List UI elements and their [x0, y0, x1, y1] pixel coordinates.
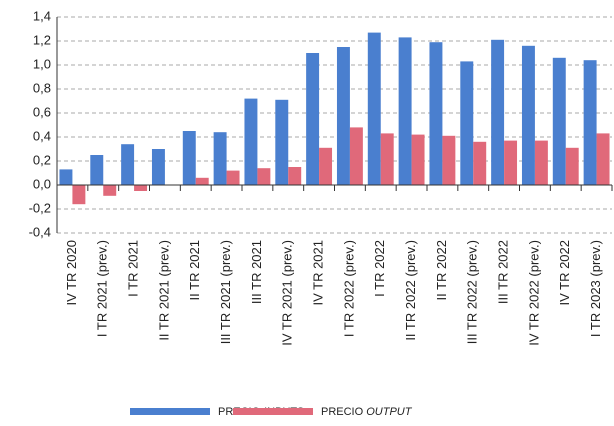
- bar: [442, 135, 456, 185]
- bar: [103, 185, 117, 196]
- bar: [534, 140, 548, 185]
- bar: [306, 53, 320, 185]
- bar: [521, 45, 535, 185]
- bar: [367, 32, 381, 185]
- x-tick-label: III TR 2021: [249, 240, 264, 304]
- bar: [319, 147, 333, 185]
- bar: [411, 134, 425, 185]
- bar: [565, 147, 579, 185]
- x-tick-label: IV TR 2020: [64, 240, 79, 306]
- x-tick-label: I TR 2023 (prev.): [588, 240, 603, 337]
- bar: [195, 177, 209, 185]
- x-tick-label: III TR 2022: [496, 240, 511, 304]
- x-tick-label: II TR 2021 (prev.): [156, 240, 171, 341]
- bar: [596, 133, 610, 185]
- y-tick-label: 0,0: [33, 176, 51, 191]
- y-tick-label: 0,6: [33, 104, 51, 119]
- y-tick-label: -0,4: [29, 224, 51, 239]
- bar: [460, 61, 474, 185]
- legend-swatch: [233, 408, 313, 415]
- bar: [504, 140, 518, 185]
- bar: [429, 42, 443, 186]
- bar: [244, 98, 258, 185]
- bar: [257, 168, 271, 185]
- bar: [59, 169, 73, 185]
- y-tick-label: 1,0: [33, 56, 51, 71]
- x-tick-label: I TR 2021 (prev.): [95, 240, 110, 337]
- y-tick-label: 0,4: [33, 128, 51, 143]
- y-tick-label: 1,4: [33, 8, 51, 23]
- x-tick-label: IV TR 2022 (prev.): [526, 240, 541, 346]
- y-tick-label: 1,2: [33, 32, 51, 47]
- bar: [380, 133, 394, 185]
- bar: [398, 37, 412, 186]
- bar: [473, 141, 487, 185]
- x-tick-label: I TR 2022 (prev.): [341, 240, 356, 337]
- bar: [583, 60, 597, 186]
- legend-swatch: [130, 408, 210, 415]
- y-tick-label: -0,2: [29, 200, 51, 215]
- x-tick-label: IV TR 2022: [557, 240, 572, 306]
- bar: [349, 127, 363, 185]
- bar: [90, 155, 104, 185]
- bar: [288, 167, 302, 185]
- x-tick-label: I TR 2022: [372, 240, 387, 297]
- y-tick-label: 0,8: [33, 80, 51, 95]
- bar: [336, 47, 350, 185]
- bar: [552, 57, 566, 185]
- x-tick-label: II TR 2022: [434, 240, 449, 300]
- x-tick-label: III TR 2022 (prev.): [465, 240, 480, 344]
- bar: [491, 39, 505, 185]
- x-tick-label: IV TR 2021: [311, 240, 326, 306]
- bar: [275, 99, 289, 185]
- legend-label: PRECIO OUTPUT: [321, 406, 413, 418]
- bar: [121, 144, 135, 185]
- x-tick-label: IV TR 2021 (prev.): [280, 240, 295, 346]
- bar: [182, 131, 196, 185]
- bar: [213, 132, 227, 185]
- x-tick-label: II TR 2022 (prev.): [403, 240, 418, 341]
- bar: [226, 170, 240, 185]
- bar: [151, 149, 165, 185]
- x-tick-label: II TR 2021: [187, 240, 202, 300]
- y-tick-label: 0,2: [33, 152, 51, 167]
- bar: [72, 185, 86, 205]
- x-tick-label: I TR 2021: [126, 240, 141, 297]
- x-tick-label: III TR 2021 (prev.): [218, 240, 233, 344]
- bar: [134, 185, 148, 191]
